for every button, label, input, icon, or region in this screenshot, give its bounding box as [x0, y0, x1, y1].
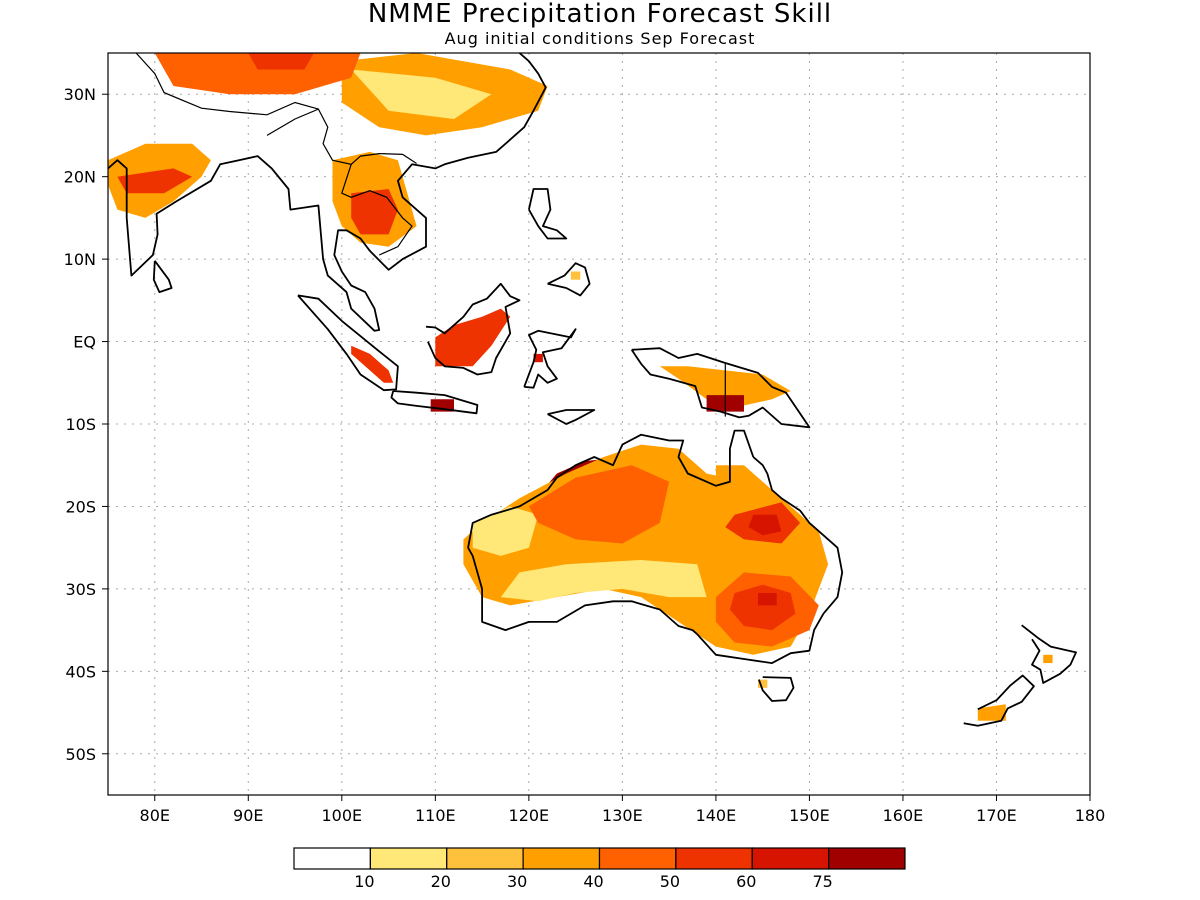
skill-region-new-zealand-north — [1043, 654, 1053, 664]
colorbar-bin — [598, 847, 677, 870]
lat-tick-label: 30S — [65, 580, 96, 599]
lon-tick-label: 130E — [602, 806, 643, 825]
coastline — [758, 676, 795, 702]
lat-tick-label: EQ — [73, 333, 96, 352]
skill-region-indochina-core — [351, 189, 398, 235]
coastline — [390, 390, 479, 415]
colorbar-label: 75 — [812, 872, 832, 891]
skill-region-australia-west-coast — [472, 506, 539, 556]
colorbar: 10 20 30 40 50 60 75 — [293, 847, 906, 891]
colorbar-label: 60 — [736, 872, 756, 891]
skill-region-borneo — [435, 308, 511, 367]
colorbar-bin — [828, 847, 906, 870]
coastline — [523, 328, 577, 389]
skill-region-australia-east-core — [748, 514, 782, 536]
skill-region-tibet-core — [248, 53, 314, 70]
lat-tick-label: 20N — [64, 168, 96, 187]
colorbar-bin — [522, 847, 601, 870]
colorbar-label: 40 — [583, 872, 603, 891]
lat-tick-label: 10N — [64, 250, 96, 269]
lon-tick-label: 110E — [415, 806, 456, 825]
coastline — [547, 409, 596, 425]
lat-tick-label: 30N — [64, 85, 96, 104]
lat-tick-label: 20S — [65, 497, 96, 516]
lon-tick-label: 160E — [883, 806, 924, 825]
skill-shading — [108, 53, 1053, 721]
lon-tick-label: 80E — [140, 806, 170, 825]
coastline — [528, 188, 568, 240]
coastline — [1021, 624, 1077, 684]
country-border — [135, 53, 319, 116]
coastline — [425, 282, 521, 376]
skill-region-india-core — [117, 168, 193, 194]
lat-tick-label: 50S — [65, 745, 96, 764]
map-title: NMME Precipitation Forecast Skill — [367, 0, 833, 29]
lat-tick-label: 10S — [65, 415, 96, 434]
colorbar-label: 20 — [431, 872, 451, 891]
colorbar-label: 10 — [354, 872, 374, 891]
coastline — [152, 260, 173, 294]
skill-region-sulawesi — [533, 353, 543, 363]
lon-tick-label: 170E — [976, 806, 1017, 825]
colorbar-label: 30 — [507, 872, 527, 891]
map-subtitle: Aug initial conditions Sep Forecast — [444, 29, 756, 48]
country-border — [266, 108, 417, 165]
skill-region-australia-northwest-band — [528, 465, 670, 544]
axis-ticks: 30N 20N 10N EQ 10S 20S 30S 40S 50S 80E 90E 100E 110E… — [64, 85, 1106, 825]
skill-region-tibet-himalaya — [154, 53, 361, 95]
colorbar-bin — [369, 847, 448, 870]
map-frame — [107, 52, 1091, 796]
lon-tick-label: 120E — [509, 806, 550, 825]
colorbar-bin — [751, 847, 830, 870]
coastline — [108, 53, 547, 332]
coastline — [547, 262, 591, 297]
lon-tick-label: 150E — [789, 806, 830, 825]
colorbar-bin — [293, 847, 371, 870]
colorbar-label: 50 — [660, 872, 680, 891]
skill-region-mindanao — [570, 271, 581, 280]
lon-tick-label: 180 — [1075, 806, 1106, 825]
skill-region-australia-southeast-center — [758, 593, 777, 606]
coastline — [630, 347, 811, 429]
skill-region-australia-south-interior — [500, 560, 707, 602]
coastline — [467, 429, 844, 664]
country-border — [341, 164, 413, 256]
skill-region-sumatra — [351, 345, 394, 383]
lat-tick-label: 40S — [65, 662, 96, 681]
grid-lines — [108, 53, 1091, 795]
lon-tick-label: 140E — [696, 806, 737, 825]
coastline — [297, 294, 399, 392]
skill-region-new-zealand-south — [977, 704, 1006, 721]
coastline — [963, 674, 1035, 727]
colorbar-bin — [446, 847, 524, 870]
lon-tick-label: 100E — [321, 806, 362, 825]
coastlines — [108, 53, 1077, 727]
colorbar-bin — [675, 847, 753, 870]
skill-region-south-china-light — [351, 69, 492, 119]
lon-tick-label: 90E — [233, 806, 263, 825]
skill-region-australia-southeast-core — [729, 584, 796, 631]
